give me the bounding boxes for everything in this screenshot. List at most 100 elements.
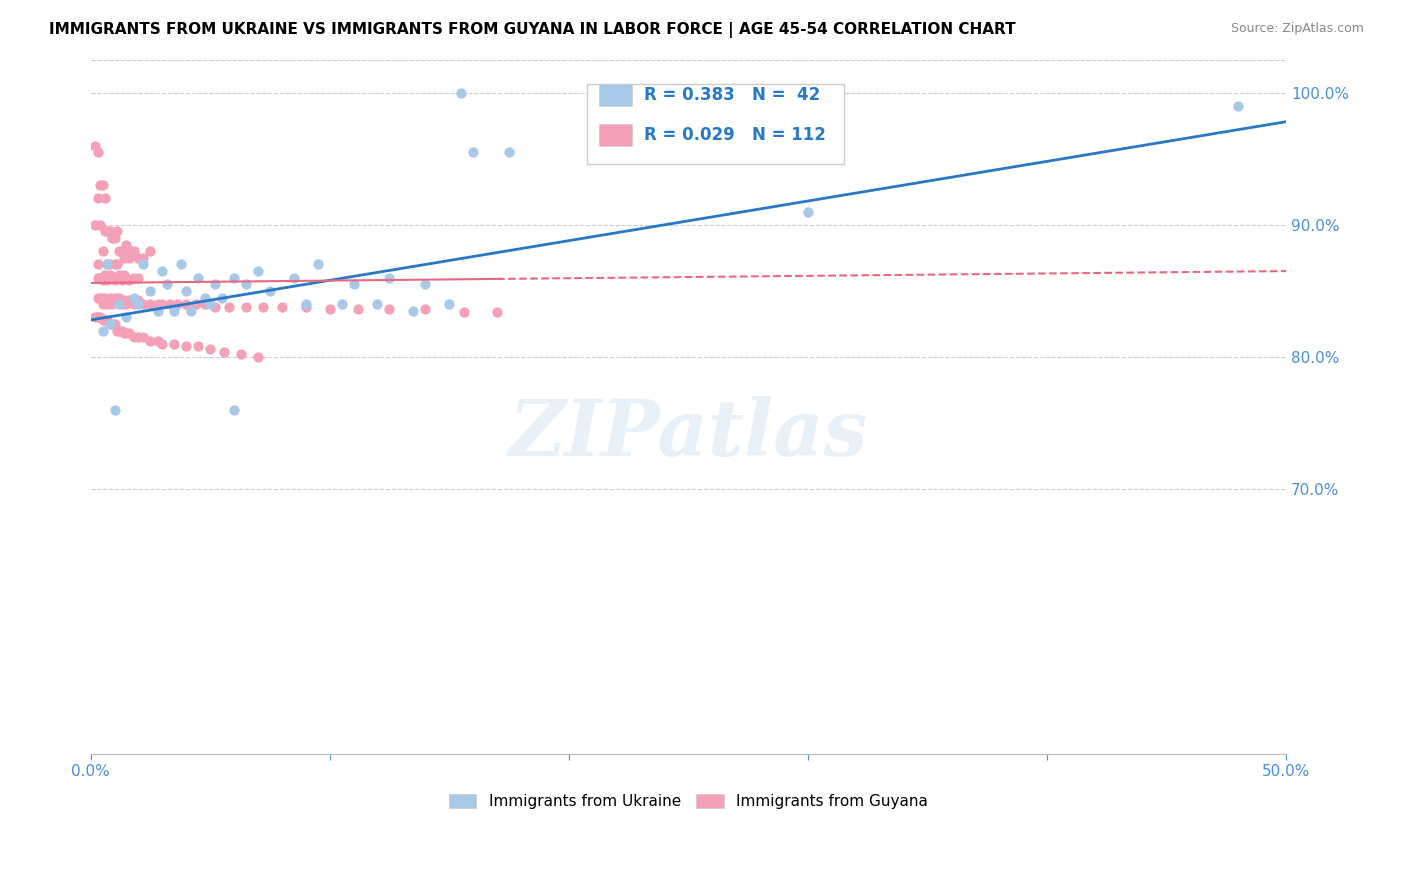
Point	[103, 273, 125, 287]
Point	[231, 347, 253, 361]
Point	[235, 300, 257, 314]
Point	[118, 326, 141, 341]
Point	[87, 191, 110, 205]
Point	[166, 297, 188, 311]
Point	[235, 277, 257, 292]
Point	[101, 297, 124, 311]
Point	[96, 273, 118, 287]
Point	[89, 218, 111, 232]
Point	[146, 297, 169, 311]
Point	[146, 303, 169, 318]
Point	[156, 277, 179, 292]
Point	[453, 305, 475, 319]
Point	[159, 297, 181, 311]
Point	[211, 291, 233, 305]
Point	[87, 291, 110, 305]
Point	[222, 270, 245, 285]
Point	[91, 297, 114, 311]
Text: ZIPatlas: ZIPatlas	[509, 396, 868, 473]
Point	[163, 303, 186, 318]
Point	[101, 231, 124, 245]
Point	[108, 244, 131, 259]
Point	[111, 273, 134, 287]
Text: Source: ZipAtlas.com: Source: ZipAtlas.com	[1230, 22, 1364, 36]
Point	[94, 313, 117, 327]
Point	[115, 237, 138, 252]
Point	[91, 178, 114, 193]
Point	[94, 224, 117, 238]
Point	[342, 277, 364, 292]
Point	[122, 244, 145, 259]
Point	[91, 313, 114, 327]
Point	[122, 297, 145, 311]
Point	[108, 268, 131, 282]
Point	[94, 268, 117, 282]
Point	[259, 284, 281, 298]
Point	[84, 138, 107, 153]
Point	[111, 297, 134, 311]
Point	[91, 273, 114, 287]
Point	[174, 339, 197, 353]
Point	[103, 317, 125, 331]
Point	[294, 300, 316, 314]
FancyBboxPatch shape	[599, 124, 633, 146]
Point	[96, 224, 118, 238]
Point	[103, 402, 125, 417]
Point	[413, 277, 436, 292]
Point	[187, 270, 209, 285]
Point	[89, 310, 111, 325]
Point	[101, 270, 124, 285]
Point	[218, 300, 240, 314]
Point	[127, 270, 149, 285]
Point	[139, 334, 162, 348]
Point	[94, 291, 117, 305]
Point	[486, 305, 509, 319]
Point	[84, 310, 107, 325]
Point	[498, 145, 520, 160]
Point	[115, 326, 138, 341]
Point	[108, 291, 131, 305]
Point	[127, 251, 149, 265]
Point	[98, 224, 121, 238]
Point	[797, 204, 820, 219]
Point	[366, 297, 388, 311]
Point	[450, 86, 472, 100]
Point	[194, 291, 217, 305]
Point	[330, 297, 353, 311]
Point	[174, 297, 197, 311]
Point	[98, 257, 121, 271]
Point	[127, 293, 149, 307]
Point	[87, 270, 110, 285]
Point	[118, 293, 141, 307]
Point	[120, 244, 142, 259]
Point	[139, 244, 162, 259]
Point	[101, 317, 124, 331]
Point	[112, 251, 135, 265]
Point	[198, 342, 221, 356]
Point	[194, 297, 217, 311]
Point	[378, 270, 401, 285]
Point	[439, 297, 461, 311]
Point	[204, 300, 226, 314]
Point	[94, 191, 117, 205]
Point	[91, 324, 114, 338]
Point	[103, 231, 125, 245]
Point	[103, 291, 125, 305]
Point	[87, 310, 110, 325]
Point	[252, 300, 274, 314]
Point	[184, 297, 207, 311]
Point	[98, 317, 121, 331]
Point	[246, 264, 269, 278]
Point	[198, 297, 221, 311]
Point	[132, 251, 155, 265]
Point	[222, 402, 245, 417]
Point	[89, 291, 111, 305]
Point	[87, 257, 110, 271]
Point	[122, 291, 145, 305]
Point	[132, 330, 155, 344]
Point	[115, 297, 138, 311]
Point	[413, 302, 436, 317]
Point	[103, 257, 125, 271]
Point	[170, 257, 193, 271]
Point	[347, 302, 370, 317]
